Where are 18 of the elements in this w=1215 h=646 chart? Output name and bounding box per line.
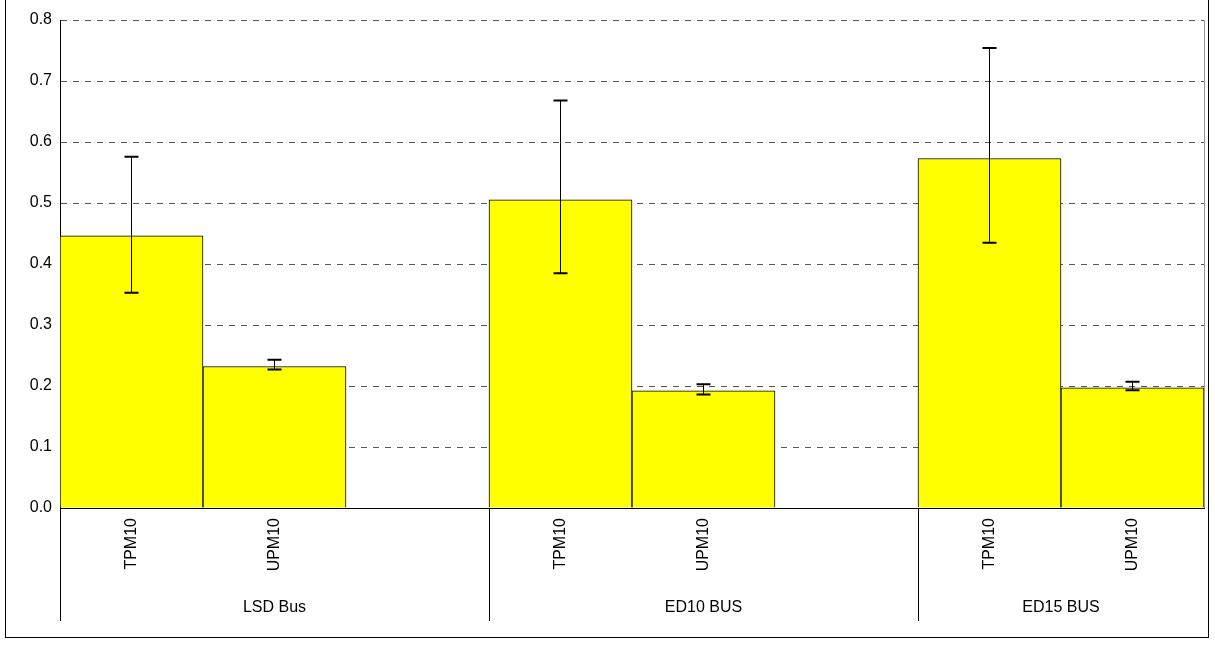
x-tick-label: UPM10 <box>264 517 282 572</box>
y-tick-label: 0.6 <box>29 132 53 150</box>
y-tick-label: 0.1 <box>29 437 53 455</box>
y-tick-label: 0.2 <box>29 376 53 394</box>
text: ED15 BUS <box>1022 598 1100 616</box>
y-tick-label: 0.7 <box>29 71 53 89</box>
x-tick-label: TPM10 <box>121 517 139 570</box>
x-tick-label: TPM10 <box>550 517 568 570</box>
x-tick-label: UPM10 <box>1122 517 1140 572</box>
text: LSD Bus <box>242 598 307 616</box>
y-tick-label: 0.5 <box>29 193 53 211</box>
y-tick-label: 0.0 <box>29 498 53 516</box>
y-tick-label: 0.4 <box>29 254 53 272</box>
x-tick-label: UPM10 <box>693 517 711 572</box>
x-tick-label: TPM10 <box>979 517 997 570</box>
text: ED10 BUS <box>664 598 743 616</box>
y-tick-label: 0.8 <box>29 10 53 28</box>
y-tick-label: 0.3 <box>29 315 53 333</box>
